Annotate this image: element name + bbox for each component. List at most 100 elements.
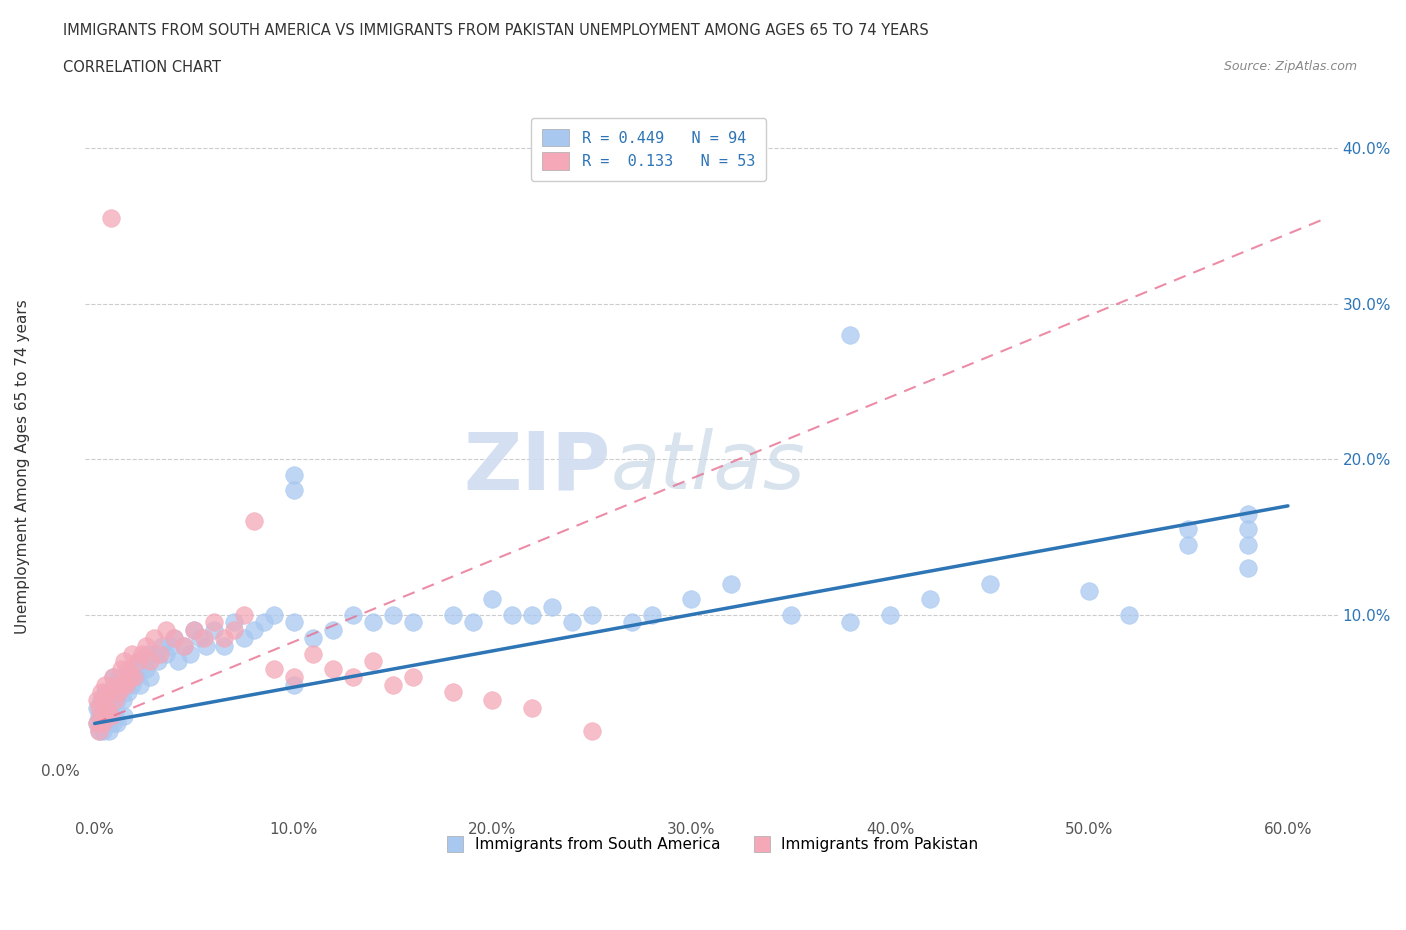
- Point: [263, 661, 285, 676]
- Point: [97, 700, 120, 715]
- Point: [155, 646, 177, 661]
- Point: [96, 700, 118, 715]
- Point: [117, 661, 139, 676]
- Y-axis label: Unemployment Among Ages 65 to 74 years: Unemployment Among Ages 65 to 74 years: [15, 299, 30, 634]
- Point: [283, 677, 305, 692]
- Point: [86, 693, 108, 708]
- Point: [361, 615, 384, 630]
- Point: [110, 661, 132, 676]
- Point: [242, 623, 264, 638]
- Point: [111, 693, 134, 708]
- Point: [91, 700, 114, 715]
- Point: [979, 576, 1001, 591]
- Point: [101, 670, 124, 684]
- Point: [302, 631, 325, 645]
- Point: [120, 670, 142, 684]
- Point: [91, 716, 114, 731]
- Point: [202, 623, 225, 638]
- Point: [100, 709, 122, 724]
- Point: [193, 631, 215, 645]
- Point: [183, 623, 205, 638]
- Point: [90, 716, 112, 731]
- Point: [110, 677, 132, 692]
- Point: [839, 327, 862, 342]
- Point: [115, 677, 138, 692]
- Point: [212, 631, 235, 645]
- Point: [131, 646, 153, 661]
- Point: [87, 724, 110, 738]
- Point: [167, 654, 190, 669]
- Point: [127, 654, 149, 669]
- Point: [402, 670, 425, 684]
- Point: [87, 724, 110, 738]
- Point: [120, 670, 142, 684]
- Point: [173, 638, 195, 653]
- Point: [91, 693, 114, 708]
- Point: [232, 631, 254, 645]
- Point: [183, 623, 205, 638]
- Text: CORRELATION CHART: CORRELATION CHART: [63, 60, 221, 75]
- Point: [90, 684, 112, 699]
- Point: [522, 607, 544, 622]
- Point: [127, 654, 149, 669]
- Point: [481, 591, 503, 606]
- Point: [86, 716, 108, 731]
- Point: [283, 468, 305, 483]
- Point: [1078, 584, 1101, 599]
- Point: [382, 607, 405, 622]
- Point: [1118, 607, 1140, 622]
- Point: [522, 700, 544, 715]
- Point: [125, 670, 148, 684]
- Point: [302, 646, 325, 661]
- Point: [839, 615, 862, 630]
- Point: [114, 654, 136, 669]
- Point: [1237, 538, 1260, 552]
- Point: [139, 654, 162, 669]
- Point: [195, 638, 218, 653]
- Point: [779, 607, 801, 622]
- Point: [86, 700, 108, 715]
- Point: [640, 607, 662, 622]
- Point: [87, 700, 110, 715]
- Point: [115, 677, 138, 692]
- Point: [121, 646, 143, 661]
- Point: [402, 615, 425, 630]
- Point: [96, 716, 118, 731]
- Text: IMMIGRANTS FROM SOUTH AMERICA VS IMMIGRANTS FROM PAKISTAN UNEMPLOYMENT AMONG AGE: IMMIGRANTS FROM SOUTH AMERICA VS IMMIGRA…: [63, 23, 929, 38]
- Point: [720, 576, 742, 591]
- Point: [97, 684, 120, 699]
- Point: [163, 631, 186, 645]
- Point: [232, 607, 254, 622]
- Point: [159, 638, 181, 653]
- Point: [111, 677, 134, 692]
- Point: [481, 693, 503, 708]
- Point: [105, 677, 128, 692]
- Point: [361, 654, 384, 669]
- Point: [150, 638, 173, 653]
- Text: ZIP: ZIP: [464, 428, 612, 506]
- Point: [91, 724, 114, 738]
- Point: [149, 646, 172, 661]
- Point: [541, 600, 564, 615]
- Point: [143, 631, 166, 645]
- Point: [90, 709, 112, 724]
- Point: [93, 677, 115, 692]
- Point: [114, 670, 136, 684]
- Point: [263, 607, 285, 622]
- Point: [163, 631, 186, 645]
- Point: [103, 684, 125, 699]
- Point: [501, 607, 523, 622]
- Point: [96, 693, 118, 708]
- Point: [188, 631, 211, 645]
- Point: [100, 693, 122, 708]
- Point: [202, 615, 225, 630]
- Point: [105, 716, 128, 731]
- Point: [121, 677, 143, 692]
- Point: [561, 615, 583, 630]
- Point: [253, 615, 276, 630]
- Point: [283, 483, 305, 498]
- Point: [179, 646, 201, 661]
- Point: [879, 607, 901, 622]
- Point: [100, 211, 122, 226]
- Point: [143, 646, 166, 661]
